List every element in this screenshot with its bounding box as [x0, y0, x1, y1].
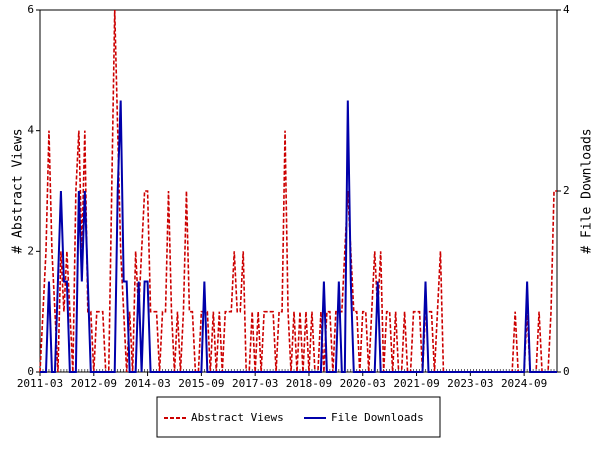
- x-tick-label: 2011-03: [17, 377, 63, 390]
- x-tick-label: 2024-09: [501, 377, 547, 390]
- x-tick-label: 2015-09: [178, 377, 224, 390]
- legend-label: File Downloads: [331, 411, 424, 424]
- x-tick-label: 2020-03: [340, 377, 386, 390]
- series-line: [40, 100, 557, 373]
- y2-tick-label: 2: [563, 184, 570, 197]
- y-tick-label: 0: [27, 365, 34, 378]
- x-tick-label: 2021-09: [393, 377, 439, 390]
- y-tick-label: 2: [27, 244, 34, 257]
- x-tick-label: 2018-09: [286, 377, 332, 390]
- x-tick-label: 2017-03: [232, 377, 278, 390]
- legend-label: Abstract Views: [191, 411, 284, 424]
- x-tick-label: 2014-03: [124, 377, 170, 390]
- y2-axis-title: # File Downloads: [580, 128, 595, 253]
- x-tick-label: 2023-03: [447, 377, 493, 390]
- y2-tick-label: 0: [563, 365, 570, 378]
- y-tick-label: 4: [27, 124, 34, 137]
- x-tick-label: 2012-09: [71, 377, 117, 390]
- y2-tick-label: 4: [563, 3, 570, 16]
- y-axis-title: # Abstract Views: [11, 128, 26, 253]
- legend-box: [156, 396, 441, 438]
- y-tick-label: 6: [27, 3, 34, 16]
